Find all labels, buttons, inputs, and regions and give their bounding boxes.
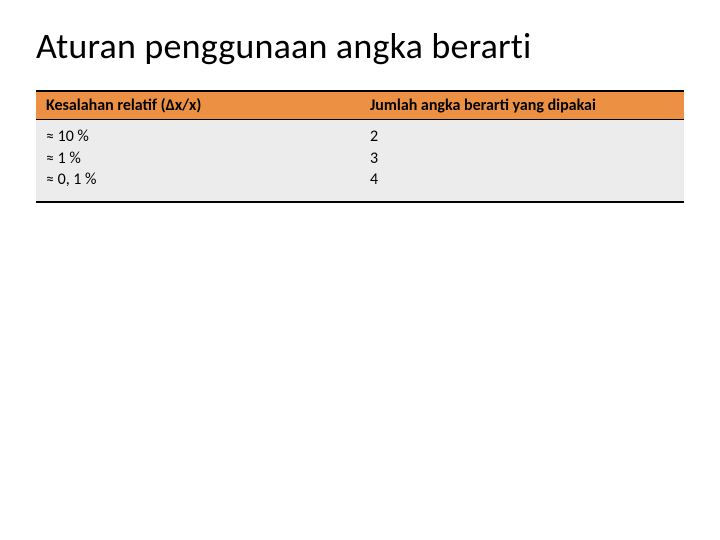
cell-digits: 2 3 4 [360, 120, 684, 202]
column-header-error: Kesalahan relatif (Δx/x) [36, 91, 360, 120]
cell-value: ≈ 1 % [46, 148, 350, 170]
cell-value: ≈ 0, 1 % [46, 169, 350, 191]
cell-errors: ≈ 10 % ≈ 1 % ≈ 0, 1 % [36, 120, 360, 202]
cell-value: 3 [370, 148, 674, 170]
column-header-digits: Jumlah angka berarti yang dipakai [360, 91, 684, 120]
cell-value: ≈ 10 % [46, 126, 350, 148]
page-title: Aturan penggunaan angka berarti [36, 24, 684, 68]
table-header-row: Kesalahan relatif (Δx/x) Jumlah angka be… [36, 91, 684, 120]
cell-value: 4 [370, 169, 674, 191]
rules-table: Kesalahan relatif (Δx/x) Jumlah angka be… [36, 90, 684, 203]
cell-value: 2 [370, 126, 674, 148]
table-body-row: ≈ 10 % ≈ 1 % ≈ 0, 1 % 2 3 4 [36, 120, 684, 202]
